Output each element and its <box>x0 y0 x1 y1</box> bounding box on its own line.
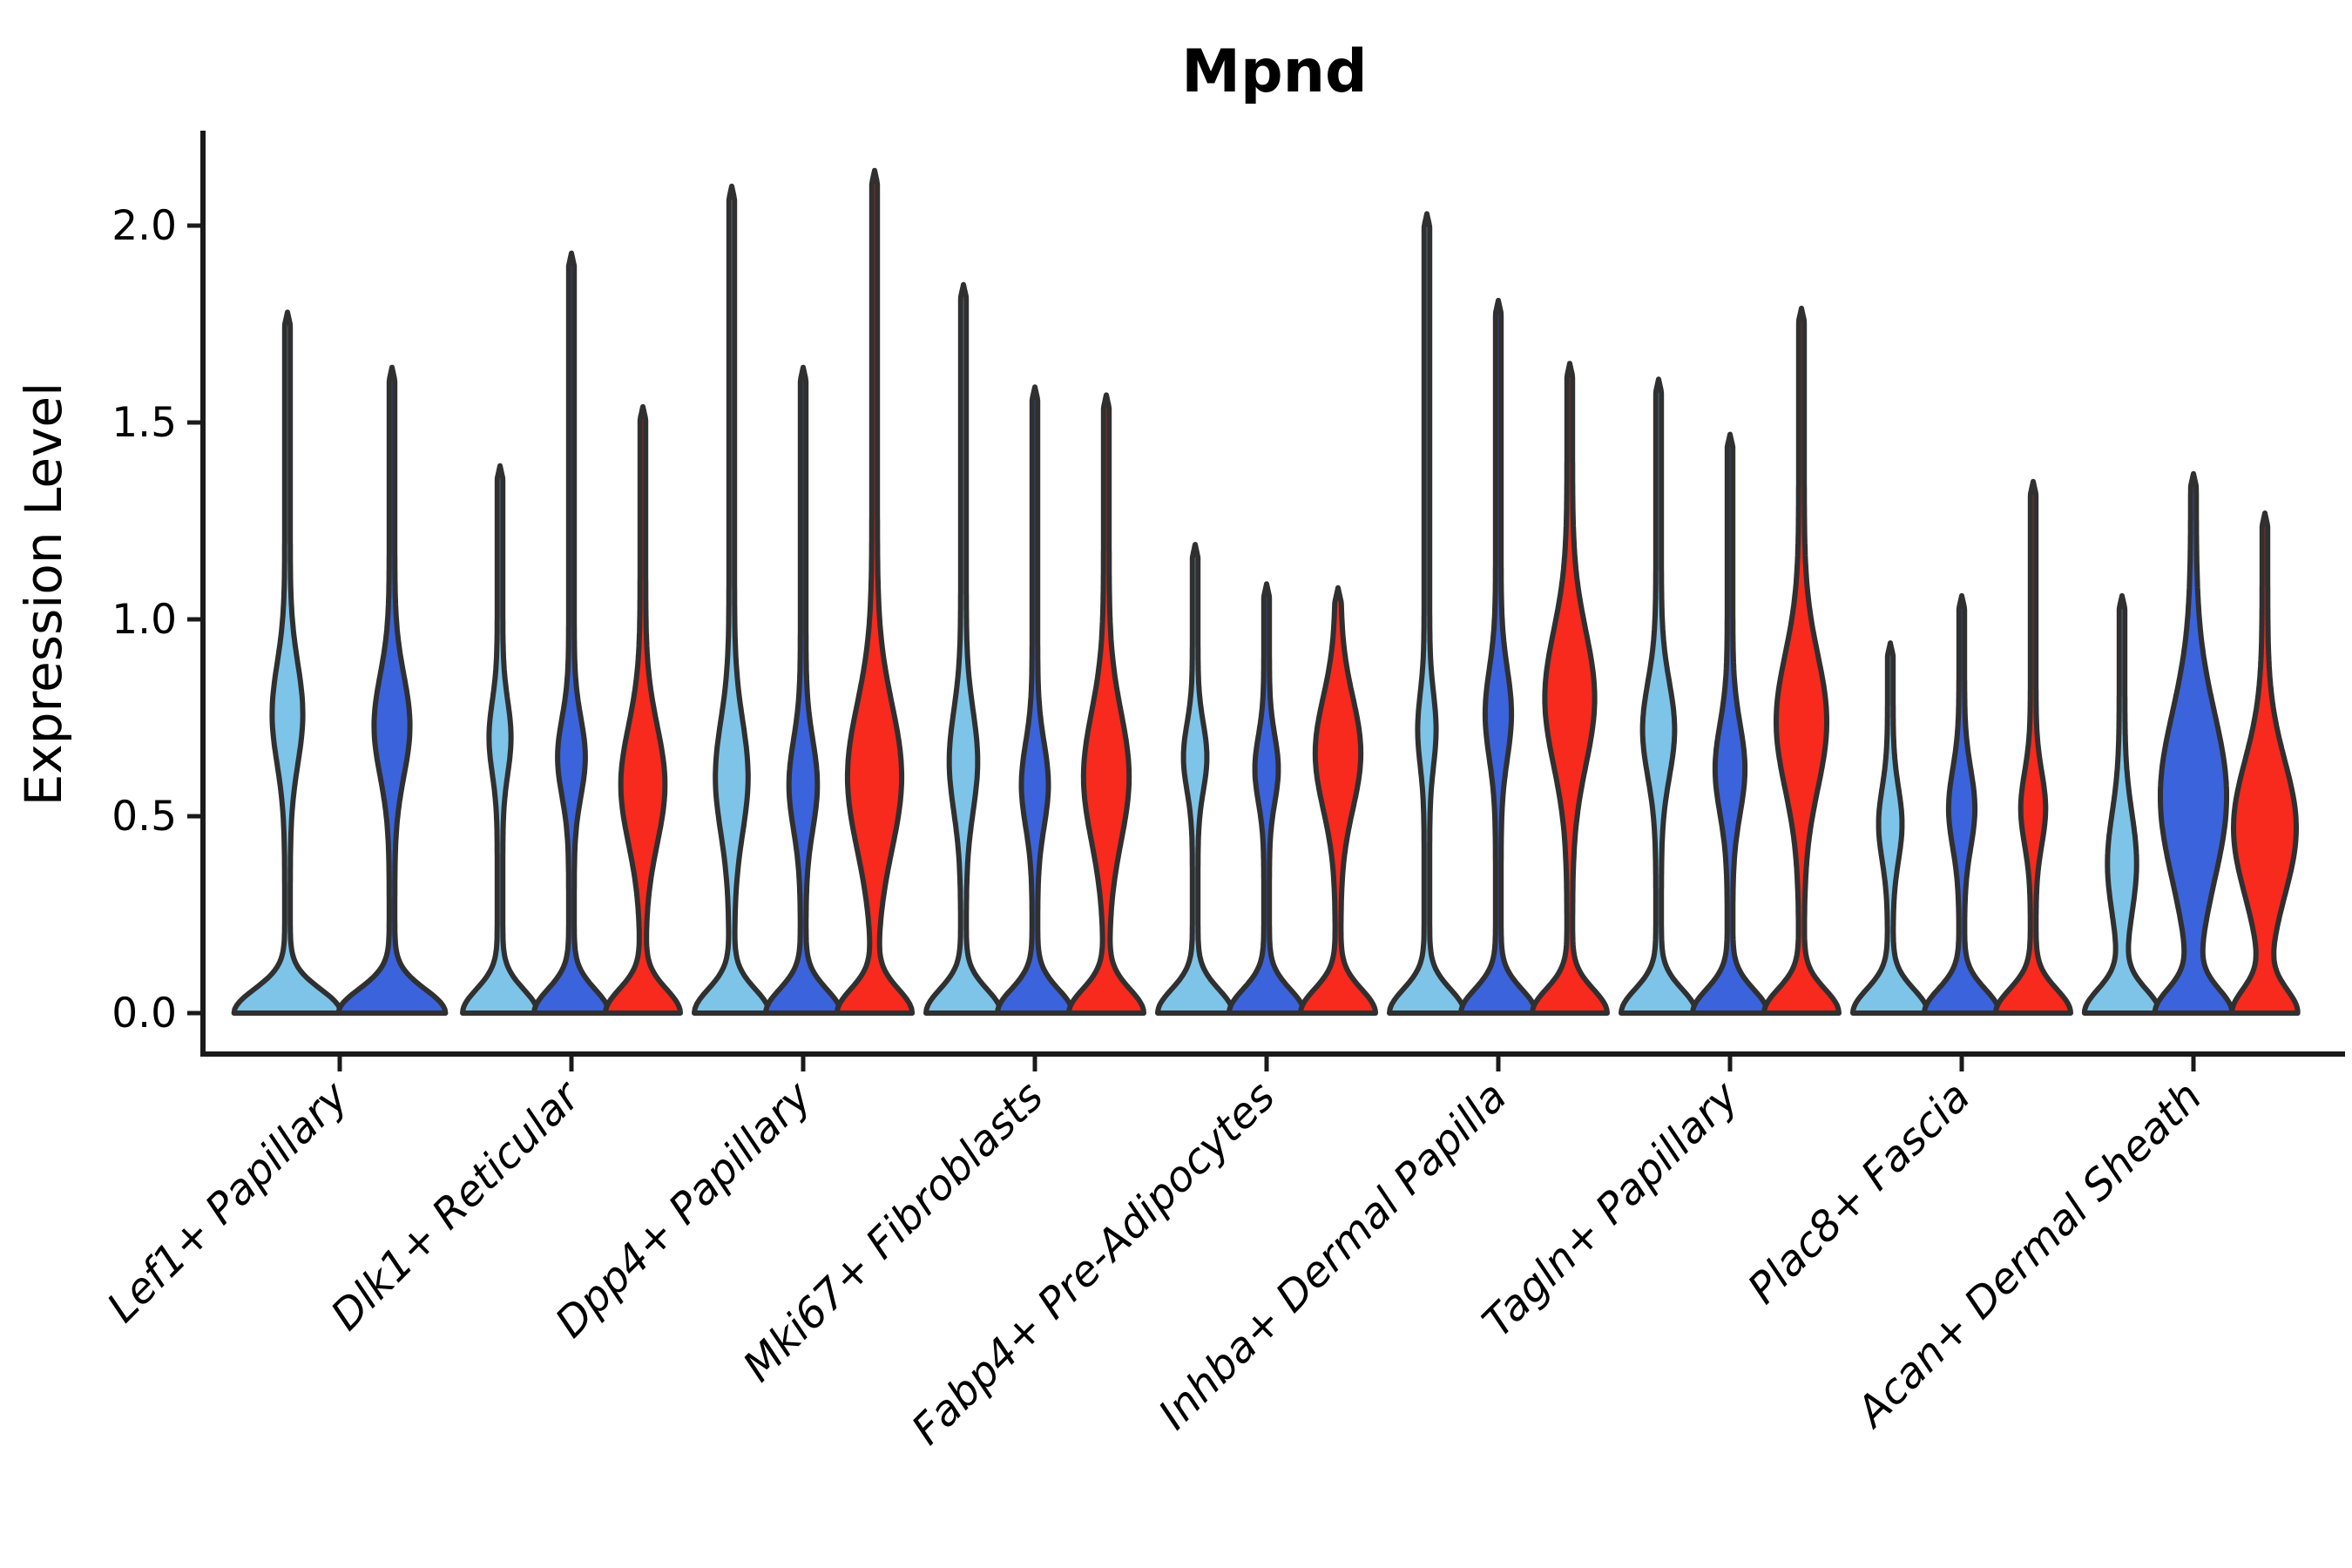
violin-sample-darkblue-inhba-dermal-papilla <box>1458 297 1538 1016</box>
x-tick-label: Plac8+ Fascia <box>1739 1072 1980 1314</box>
violin-sample-red-plac8-fascia <box>1993 478 2073 1016</box>
y-tick-label: 0.5 <box>112 793 177 841</box>
y-tick-label: 1.0 <box>112 596 177 644</box>
y-tick-label: 2.0 <box>112 202 177 250</box>
violin-sample-lightblue-mki67-fibroblasts <box>923 281 1004 1016</box>
axes-layer <box>187 131 2345 1071</box>
violin-sample-darkblue-lef1-papillary <box>335 364 449 1016</box>
violin-sample-lightblue-lef1-papillary <box>231 309 344 1016</box>
violin-sample-red-dpp4-papillary <box>834 167 916 1016</box>
x-tick-label: Lef1+ Papillary <box>98 1071 358 1332</box>
violin-sample-lightblue-dlk1-reticular <box>460 463 540 1016</box>
violin-sample-darkblue-dpp4-papillary <box>763 364 843 1016</box>
violin-sample-red-fabp4-pre-adipocytes <box>1298 585 1378 1016</box>
violins-layer <box>231 167 2301 1016</box>
violin-sample-red-inhba-dermal-papilla <box>1530 361 1610 1016</box>
violin-sample-red-tagln-papillary <box>1761 305 1842 1016</box>
violin-sample-lightblue-acan-dermal-sheath <box>2081 592 2163 1016</box>
violin-sample-red-mki67-fibroblasts <box>1066 392 1146 1016</box>
x-tick-label: Tagln+ Papillary <box>1473 1071 1748 1347</box>
violin-sample-lightblue-dpp4-papillary <box>692 183 772 1016</box>
violin-sample-darkblue-acan-dermal-sheath <box>2152 470 2235 1016</box>
violin-sample-red-dlk1-reticular <box>603 403 683 1016</box>
violin-sample-lightblue-inhba-dermal-papilla <box>1387 211 1467 1016</box>
violin-sample-darkblue-dlk1-reticular <box>531 250 612 1016</box>
x-tick-label: Dlk1+ Reticular <box>321 1071 591 1341</box>
y-axis-label: Expression Level <box>14 382 73 806</box>
violin-sample-darkblue-fabp4-pre-adipocytes <box>1227 581 1307 1016</box>
violin-sample-lightblue-fabp4-pre-adipocytes <box>1155 542 1235 1016</box>
y-tick-label: 1.5 <box>112 399 177 447</box>
violin-sample-darkblue-mki67-fibroblasts <box>995 384 1075 1016</box>
violin-sample-darkblue-plac8-fascia <box>1922 592 2002 1016</box>
violin-sample-lightblue-tagln-papillary <box>1619 376 1699 1016</box>
violin-sample-red-acan-dermal-sheath <box>2229 510 2301 1016</box>
x-tick-label: Dpp4+ Papillary <box>546 1071 821 1347</box>
violin-sample-darkblue-tagln-papillary <box>1690 431 1770 1016</box>
violin-sample-lightblue-plac8-fascia <box>1850 640 1930 1016</box>
y-tick-label: 0.0 <box>112 990 177 1037</box>
plot-title: Mpnd <box>1181 37 1367 106</box>
